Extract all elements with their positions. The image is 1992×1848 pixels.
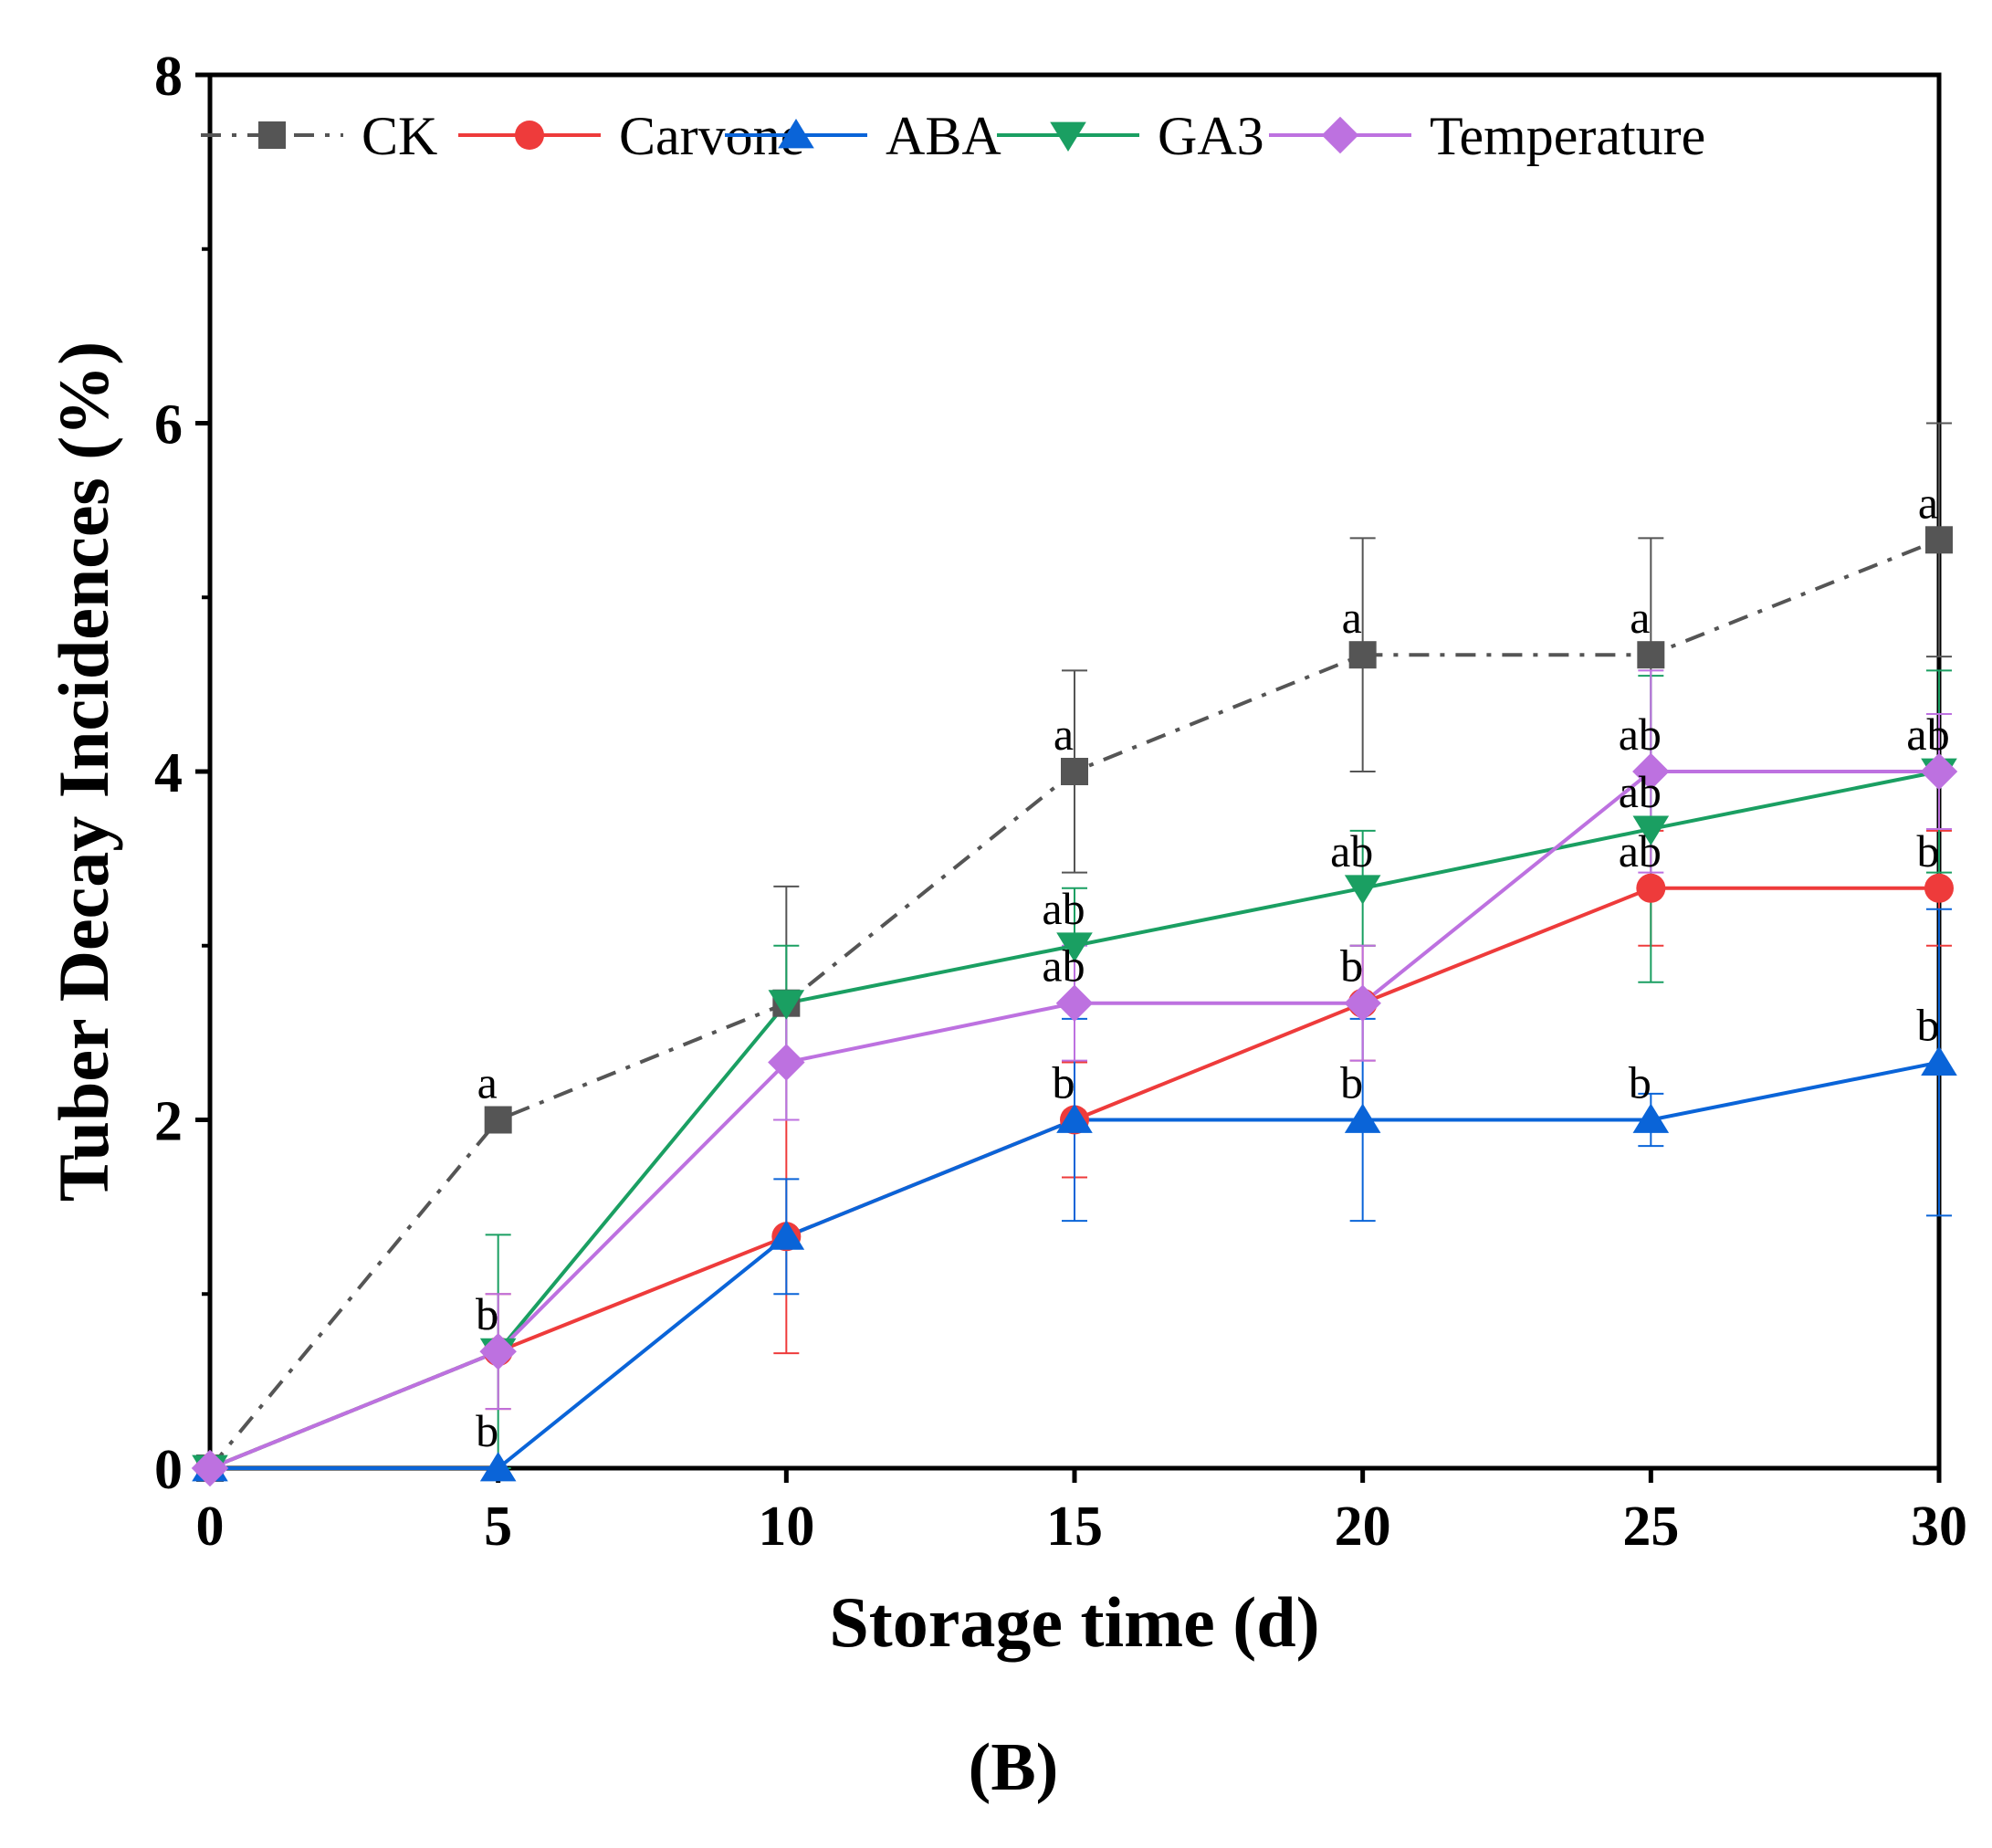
temperature-point	[1632, 752, 1670, 791]
x-tick-label: 10	[758, 1496, 814, 1558]
ga3-point	[1344, 875, 1381, 905]
legend-marker-temperature	[1321, 116, 1359, 154]
carvone-sig-label: b	[1340, 940, 1363, 992]
x-axis-title: Storage time (d)	[829, 1582, 1319, 1662]
temperature-sig-label: b	[1340, 940, 1363, 992]
aba-point	[768, 1220, 805, 1250]
legend-label-temperature: Temperature	[1430, 106, 1705, 166]
carvone-point	[1924, 873, 1954, 903]
aba-sig-label: b	[1053, 1057, 1075, 1108]
aba-point	[1921, 1045, 1957, 1076]
y-tick-label: 0	[154, 1439, 183, 1501]
panel-label: (B)	[969, 1730, 1059, 1805]
ck-point	[1637, 641, 1665, 669]
legend-marker-aba	[778, 119, 814, 149]
carvone-sig-label: ab	[1619, 825, 1662, 877]
x-tick-label: 30	[1911, 1496, 1967, 1558]
aba-sig-label: b	[1340, 1057, 1363, 1108]
legend-label-ck: CK	[362, 106, 437, 166]
legend-label-ga3: GA3	[1158, 106, 1264, 166]
x-tick-label: 5	[484, 1496, 512, 1558]
carvone-sig-label: b	[1053, 1057, 1075, 1108]
ga3-sig-label: ab	[1906, 709, 1949, 760]
carvone-sig-label: b	[476, 1288, 498, 1339]
ga3-point	[768, 990, 805, 1020]
temperature-point	[1920, 752, 1958, 791]
ga3-sig-label: ab	[1619, 766, 1662, 817]
temperature-point	[768, 1044, 805, 1081]
aba-point	[1344, 1103, 1381, 1133]
temperature-sig-label: ab	[1906, 709, 1949, 760]
aba-point	[1056, 1103, 1093, 1133]
y-tick-label: 8	[154, 46, 183, 108]
ga3-point	[1632, 815, 1670, 845]
aba-sig-label: b	[1917, 1000, 1940, 1051]
ck-point	[1061, 758, 1088, 785]
legend-item-ga3: GA3	[997, 106, 1264, 166]
temperature-sig-label: ab	[1042, 940, 1085, 992]
x-tick-label: 25	[1622, 1496, 1679, 1558]
temperature-sig-label: b	[476, 1288, 498, 1339]
aba-point	[479, 1452, 517, 1482]
ga3-sig-label: b	[476, 1288, 498, 1339]
legend-marker-ck	[258, 121, 286, 149]
ck-sig-label: a	[1054, 709, 1074, 760]
legend-item-temperature: Temperature	[1269, 106, 1705, 166]
y-axis-title: Tuber Decay Incidences (%)	[44, 341, 123, 1202]
aba-sig-label: b	[1629, 1057, 1651, 1108]
legend-marker-carvone	[515, 121, 544, 150]
y-tick-label: 4	[154, 742, 183, 804]
legend-item-aba: ABA	[725, 106, 1001, 166]
legend-label-aba: ABA	[886, 106, 1001, 166]
carvone-point	[1636, 873, 1666, 903]
temperature-sig-label: ab	[1619, 709, 1662, 760]
ck-point	[484, 1106, 512, 1134]
ga3-point	[1056, 932, 1093, 962]
ga3-sig-label: ab	[1042, 883, 1085, 934]
ck-sig-label: a	[1342, 592, 1362, 643]
aba-sig-label: b	[476, 1405, 498, 1456]
ga3-sig-label: ab	[1330, 825, 1373, 877]
legend: CK Carvone ABA GA3 Temperature	[201, 106, 1705, 166]
ck-sig-label: a	[477, 1057, 498, 1108]
temperature-point	[479, 1332, 517, 1370]
aba-point	[1632, 1103, 1670, 1133]
x-tick-label: 20	[1335, 1496, 1391, 1558]
y-tick-label: 2	[154, 1091, 183, 1153]
legend-marker-ga3	[1050, 121, 1086, 152]
temperature-point	[1344, 984, 1381, 1022]
x-tick-label: 0	[196, 1496, 225, 1558]
ck-point	[1925, 526, 1953, 554]
temperature-point	[191, 1449, 229, 1487]
x-tick-label: 15	[1046, 1496, 1103, 1558]
axis-ticks: 0 5 10 15 20 25 30 0 2 4 6 8	[154, 46, 1967, 1558]
temperature-point	[1055, 984, 1094, 1022]
ck-point	[1348, 641, 1377, 669]
ck-sig-label: a	[1630, 592, 1650, 643]
legend-item-ck: CK	[201, 106, 437, 166]
error-bars	[485, 422, 1952, 1469]
ck-sig-label: a	[1918, 477, 1938, 528]
carvone-sig-label: b	[1917, 825, 1940, 877]
y-tick-label: 6	[154, 394, 183, 457]
series-markers	[191, 526, 1958, 1487]
